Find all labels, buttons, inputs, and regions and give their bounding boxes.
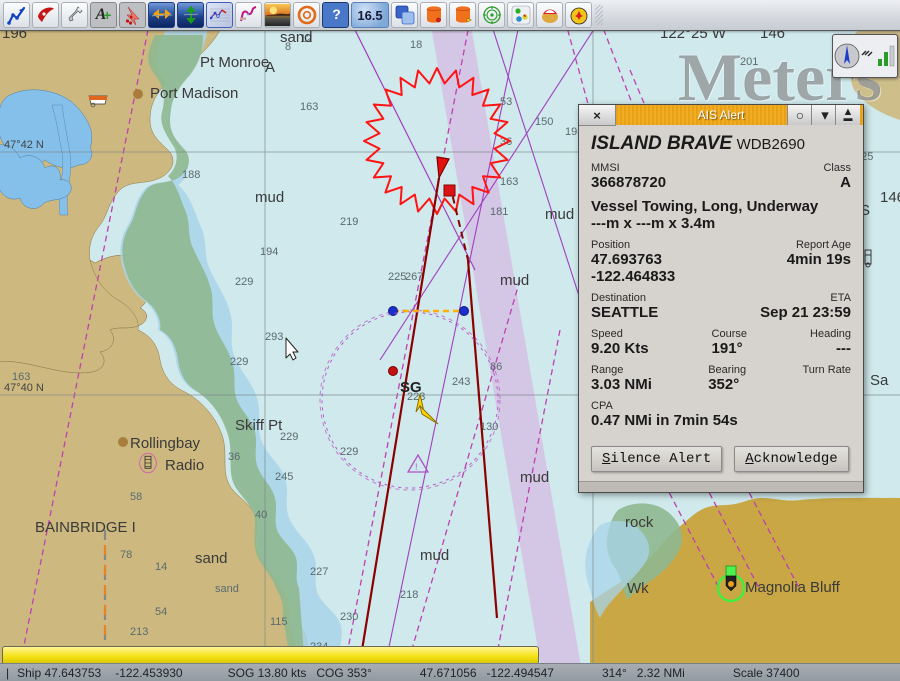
svg-text:18: 18 (410, 39, 422, 51)
svg-text:mud: mud (520, 469, 549, 486)
svg-text:Rollingbay: Rollingbay (130, 435, 201, 452)
svg-text:mud: mud (420, 547, 449, 564)
svg-text:mud: mud (545, 206, 574, 223)
svg-text:Magnolia Bluff: Magnolia Bluff (745, 579, 841, 596)
svg-text:194: 194 (260, 246, 278, 258)
svg-text:213: 213 (130, 626, 148, 638)
svg-text:SG: SG (400, 379, 422, 396)
svg-text:!: ! (415, 462, 418, 472)
svg-text:Pt Monroe: Pt Monroe (200, 54, 269, 71)
svg-text:181: 181 (490, 206, 508, 218)
svg-text:122°25 W: 122°25 W (660, 30, 727, 42)
svg-text:267: 267 (405, 271, 423, 283)
svg-text:54: 54 (155, 606, 167, 618)
svg-text:BAINBRIDGE I: BAINBRIDGE I (35, 519, 136, 536)
svg-text:115: 115 (270, 616, 288, 628)
svg-text:196: 196 (2, 30, 27, 42)
svg-text:225: 225 (388, 271, 406, 283)
svg-text:150: 150 (535, 116, 553, 128)
svg-text:201: 201 (740, 56, 758, 68)
svg-text:218: 218 (400, 589, 418, 601)
svg-text:mud: mud (255, 189, 284, 206)
svg-text:53: 53 (500, 96, 512, 108)
svg-text:243: 243 (452, 376, 470, 388)
svg-text:Sa: Sa (870, 372, 889, 389)
svg-text:Port Madison: Port Madison (150, 85, 238, 102)
svg-text:58: 58 (130, 491, 142, 503)
svg-text:rock: rock (625, 514, 654, 531)
svg-text:40: 40 (255, 509, 267, 521)
svg-text:sand: sand (215, 583, 239, 595)
svg-text:mud: mud (500, 272, 529, 289)
svg-text:14: 14 (155, 561, 167, 573)
svg-text:78: 78 (120, 549, 132, 561)
svg-text:sand: sand (195, 550, 228, 567)
svg-text:293: 293 (265, 331, 283, 343)
svg-text:47°42 N: 47°42 N (4, 139, 44, 151)
svg-text:36: 36 (228, 451, 240, 463)
svg-text:sand: sand (280, 30, 313, 46)
svg-text:163: 163 (500, 176, 518, 188)
svg-text:229: 229 (340, 446, 358, 458)
svg-text:Skiff Pt: Skiff Pt (235, 417, 283, 434)
svg-text:227: 227 (310, 566, 328, 578)
svg-text:146: 146 (760, 30, 785, 42)
svg-text:146: 146 (880, 189, 900, 206)
svg-text:229: 229 (235, 276, 253, 288)
svg-text:245: 245 (275, 471, 293, 483)
svg-text:47°40 N: 47°40 N (4, 382, 44, 394)
svg-text:229: 229 (230, 356, 248, 368)
svg-text:230: 230 (340, 611, 358, 623)
svg-text:188: 188 (182, 169, 200, 181)
svg-text:Wk: Wk (627, 580, 649, 597)
svg-text:229: 229 (280, 431, 298, 443)
svg-text:163: 163 (12, 371, 30, 383)
svg-text:163: 163 (300, 101, 318, 113)
svg-text:219: 219 (340, 216, 358, 228)
svg-text:Radio: Radio (165, 457, 204, 474)
